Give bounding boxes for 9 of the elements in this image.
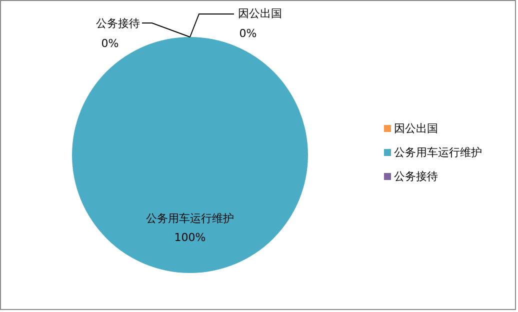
text: 0% — [101, 37, 119, 50]
legend-label: 公务接待 — [394, 170, 438, 183]
category-label: 公务接待 — [96, 17, 140, 30]
category-label: 因公出国 — [238, 7, 282, 20]
text: 0% — [239, 27, 257, 40]
legend-label: 公务用车运行维护 — [394, 146, 482, 159]
data-label: 100% — [174, 230, 206, 244]
legend-label: 因公出国 — [394, 122, 438, 135]
slice-label: 公务用车运行维护 — [146, 212, 234, 225]
